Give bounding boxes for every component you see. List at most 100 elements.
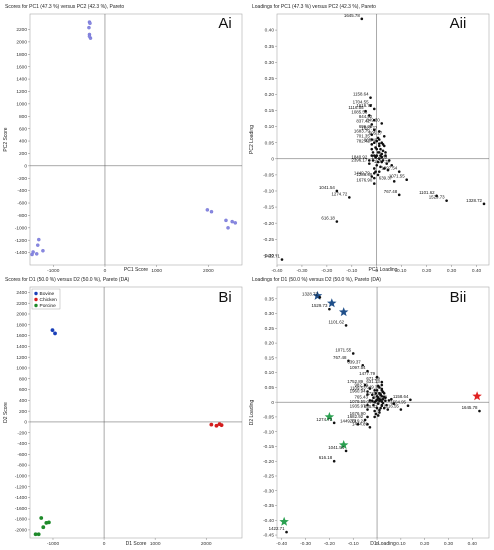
y-tick-label: 800 xyxy=(19,376,27,382)
loading-point xyxy=(344,324,348,327)
loading-label: 639.37 xyxy=(347,359,361,364)
y-tick-label: 1600 xyxy=(16,64,27,70)
loading-point xyxy=(385,162,389,165)
loading-label: 1101.62 xyxy=(329,319,345,324)
loading-point xyxy=(445,199,448,202)
x-tick-label: 2000 xyxy=(203,268,214,274)
loading-label: 2019.24 xyxy=(350,418,366,423)
loading-label: 1286.69 xyxy=(356,172,372,177)
loading-point xyxy=(382,134,386,138)
loading-point xyxy=(335,189,339,193)
score-point-porcine xyxy=(33,532,38,537)
loading-label: 944.25 xyxy=(366,400,380,405)
loading-point xyxy=(344,449,348,453)
x-tick-label: 2000 xyxy=(201,541,212,547)
loading-label: 631.13 xyxy=(366,379,380,384)
score-point-porcine xyxy=(36,532,41,537)
loading-point xyxy=(376,173,380,177)
loading-point xyxy=(380,383,384,387)
x-axis-label: D1 Loading xyxy=(370,541,396,547)
loading-point xyxy=(366,390,369,393)
loading-label: 696.38 xyxy=(374,394,388,399)
loading-point xyxy=(370,175,374,178)
x-tick-label: -1000 xyxy=(47,541,60,547)
loading-point xyxy=(377,144,381,148)
loading-point xyxy=(382,395,386,399)
y-tick-label: 1200 xyxy=(16,355,27,361)
loading-point xyxy=(379,165,382,169)
loading-point xyxy=(370,399,374,402)
loading-label: 1422.71 xyxy=(269,526,285,531)
loading-point xyxy=(367,159,371,162)
loading-point xyxy=(372,167,376,170)
loading-point xyxy=(370,123,374,126)
y-tick-label: 0.30 xyxy=(265,60,275,66)
loading-point xyxy=(368,425,372,429)
x-tick-label: 0.20 xyxy=(420,541,430,547)
x-tick-label: 1000 xyxy=(151,268,162,274)
chart-title: Loadings for D1 (50.0 %) versus D2 (50.0… xyxy=(252,277,381,283)
x-axis-label: D1 Score xyxy=(126,541,147,547)
x-tick-label: -0.10 xyxy=(346,268,357,274)
loading-point xyxy=(375,139,379,143)
loading-point xyxy=(372,182,376,185)
y-tick-label: -0.15 xyxy=(263,444,274,450)
marker-star xyxy=(279,516,289,526)
x-tick-label: -0.20 xyxy=(324,541,335,547)
loading-point xyxy=(378,386,381,389)
score-point xyxy=(87,25,91,30)
loading-point xyxy=(382,406,386,410)
loading-point xyxy=(368,399,372,402)
loading-point xyxy=(373,409,376,413)
loading-label: 1645.78 xyxy=(344,13,360,18)
loading-point xyxy=(280,258,284,261)
loading-point xyxy=(372,171,376,175)
legend-label: Chicken xyxy=(40,297,58,303)
x-tick-label: -0.20 xyxy=(321,268,332,274)
y-tick-label: 0.05 xyxy=(265,140,275,146)
score-point-chicken xyxy=(209,422,214,427)
loading-point xyxy=(373,389,376,392)
loading-point xyxy=(379,398,382,402)
x-tick-label: 0 xyxy=(104,268,107,274)
loading-label: 1477.79 xyxy=(374,159,390,164)
score-point-porcine xyxy=(39,516,44,520)
loading-point xyxy=(377,142,381,145)
loading-point xyxy=(380,404,384,408)
score-point xyxy=(230,219,234,224)
loading-point xyxy=(372,396,375,400)
score-point xyxy=(224,218,228,223)
loading-label: 1328.72 xyxy=(466,198,482,203)
y-tick-label: -0.20 xyxy=(263,459,274,465)
legend-swatch xyxy=(34,297,38,302)
loading-label: 1627.77 xyxy=(361,125,377,130)
loading-point xyxy=(399,408,403,411)
panel-bii: Loadings for D1 (50.0 %) versus D2 (50.0… xyxy=(249,277,490,547)
loading-label: 1274.72 xyxy=(331,191,347,196)
y-tick-label: 0 xyxy=(271,400,274,406)
loading-point xyxy=(348,196,351,199)
chart-title: Scores for PC1 (47.3 %) versus PC2 (42.3… xyxy=(5,4,124,10)
y-tick-label: 0.20 xyxy=(265,341,275,347)
y-tick-label: 1000 xyxy=(16,366,27,372)
x-tick-label: -0.40 xyxy=(276,541,287,547)
y-tick-label: -1200 xyxy=(15,484,28,490)
loading-label: 1097.54 xyxy=(350,365,366,370)
loading-point xyxy=(380,122,384,125)
loading-label: 1704.55 xyxy=(353,100,369,105)
loading-point xyxy=(378,411,381,414)
loading-point xyxy=(378,408,381,412)
panel-bi: Scores for D1 (50.0 %) versus D2 (50.0 %… xyxy=(3,277,243,547)
loading-point xyxy=(372,141,376,145)
score-point xyxy=(233,221,238,225)
loading-point xyxy=(328,307,331,311)
loading-point xyxy=(372,118,376,122)
loading-point xyxy=(332,459,336,463)
score-point-chicken xyxy=(214,423,219,428)
loading-point xyxy=(376,414,380,417)
panel-label: Aii xyxy=(450,15,467,32)
loading-point xyxy=(392,180,396,183)
loading-point xyxy=(285,530,288,534)
loading-point xyxy=(370,147,374,151)
y-tick-label: -2000 xyxy=(15,528,28,534)
